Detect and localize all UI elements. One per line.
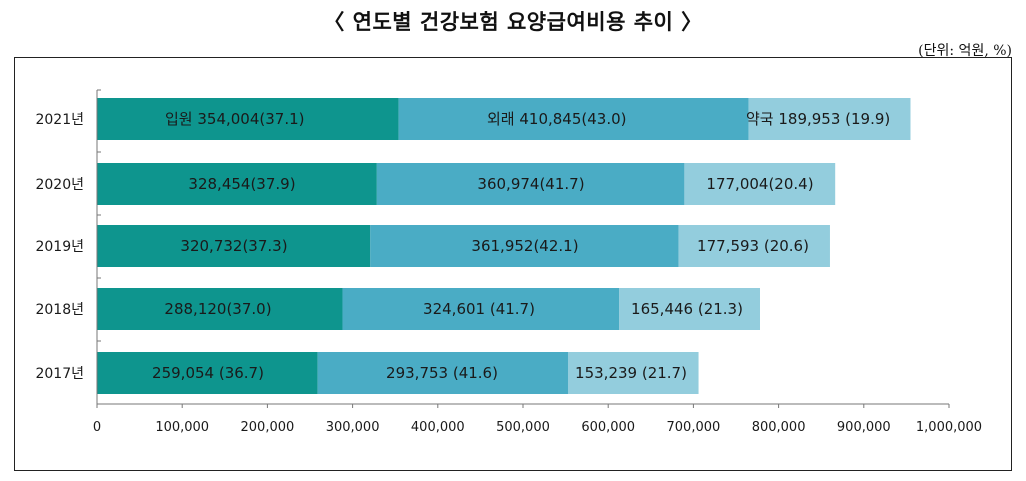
- axes-group: [96, 89, 950, 408]
- category-label: 2020년: [35, 177, 84, 193]
- data-label: 177,593 (20.6): [697, 237, 809, 255]
- data-label: 165,446 (21.3): [631, 300, 743, 318]
- x-tick-label: 600,000: [581, 420, 635, 435]
- x-tick-label: 0: [93, 420, 101, 435]
- data-label: 361,952(42.1): [471, 237, 578, 255]
- bar-입원-2019년: [97, 225, 371, 267]
- bar-외래-2020년: [376, 163, 685, 205]
- data-label: 288,120(37.0): [164, 300, 271, 318]
- data-label: 293,753 (41.6): [386, 364, 498, 382]
- category-label: 2019년: [35, 239, 84, 255]
- x-tick-label: 500,000: [496, 420, 550, 435]
- x-tick-label: 700,000: [667, 420, 721, 435]
- data-label: 259,054 (36.7): [152, 364, 264, 382]
- data-label: 360,974(41.7): [477, 175, 584, 193]
- bar-약국-2019년: [678, 225, 830, 267]
- unit-note: (단위: 억원, %): [918, 43, 1012, 59]
- x-tick-label: 100,000: [155, 420, 209, 435]
- x-tick-label: 300,000: [326, 420, 380, 435]
- bar-외래-2018년: [342, 288, 620, 330]
- x-tick-label: 400,000: [411, 420, 465, 435]
- bar-외래-2017년: [317, 352, 568, 394]
- bar-외래-2019년: [370, 225, 679, 267]
- x-tick-label: 1,000,000: [916, 420, 982, 435]
- bar-입원-2018년: [97, 288, 343, 330]
- data-label: 177,004(20.4): [706, 175, 813, 193]
- category-label: 2017년: [35, 366, 84, 382]
- bar-입원-2021년: [97, 98, 399, 140]
- data-label: 입원 354,004(37.1): [165, 110, 305, 128]
- bar-외래-2021년: [398, 98, 749, 140]
- bar-약국-2020년: [684, 163, 836, 205]
- chart-frame: [14, 57, 1012, 471]
- data-label: 외래 410,845(43.0): [487, 110, 627, 128]
- data-label: 328,454(37.9): [188, 175, 295, 193]
- label-group: 2021년 2020년 2019년 2018년 2017년 입원 354,004(37.1…: [35, 110, 982, 435]
- data-label: 320,732(37.3): [180, 237, 287, 255]
- bar-입원-2020년: [97, 163, 377, 205]
- category-label: 2018년: [35, 302, 84, 318]
- data-label: 약국 189,953 (19.9): [746, 110, 890, 128]
- bar-입원-2017년: [97, 352, 318, 394]
- bar-약국-2017년: [567, 352, 699, 394]
- category-label: 2021년: [35, 112, 84, 128]
- bar-약국-2021년: [748, 98, 911, 140]
- x-tick-label: 800,000: [752, 420, 806, 435]
- x-tick-label: 900,000: [837, 420, 891, 435]
- data-label: 324,601 (41.7): [423, 300, 535, 318]
- bar-group: [97, 98, 911, 394]
- bar-약국-2018년: [619, 288, 760, 330]
- chart-title: 〈 연도별 건강보험 요양급여비용 추이 〉: [323, 10, 703, 34]
- data-label: 153,239 (21.7): [575, 364, 687, 382]
- x-tick-label: 200,000: [241, 420, 295, 435]
